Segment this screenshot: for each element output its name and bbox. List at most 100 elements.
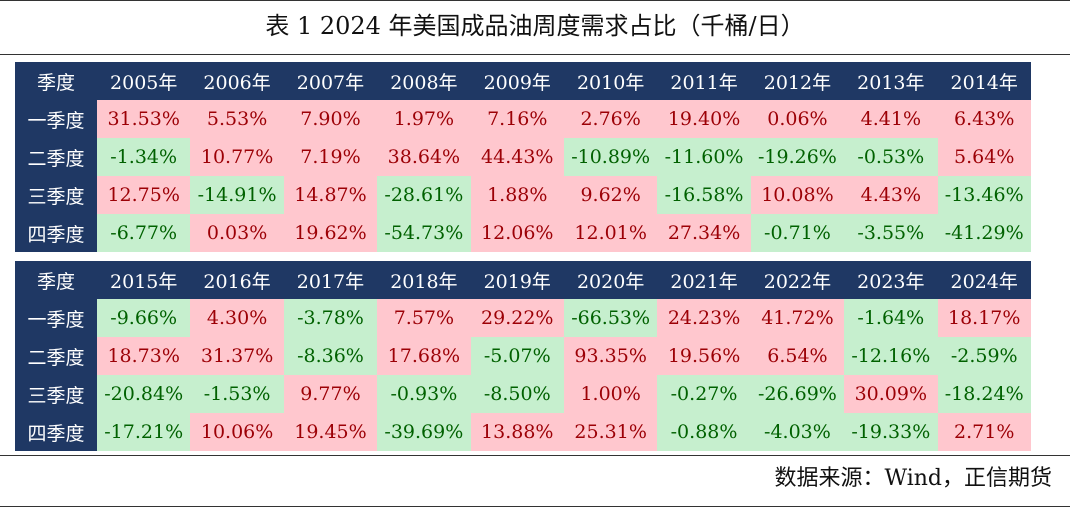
value-cell: 6.43%	[937, 100, 1031, 138]
value-cell: -13.46%	[937, 176, 1031, 214]
value-cell: -3.55%	[844, 214, 938, 252]
quarter-label-cell: 一季度	[15, 100, 97, 138]
footer-rule	[0, 506, 1070, 507]
year-header-cell: 2009年	[470, 62, 564, 100]
value-cell: 29.22%	[470, 299, 564, 337]
value-cell: 2.71%	[937, 413, 1031, 451]
value-cell: -12.16%	[844, 337, 938, 375]
value-cell: 6.54%	[750, 337, 845, 375]
table-2015-2024: 季度 2015年 2016年 2017年 2018年 2019年 2020年 2021年 202…	[15, 261, 1031, 451]
value-cell: -4.03%	[750, 413, 845, 451]
year-header-cell: 2019年	[470, 261, 564, 299]
value-cell: 41.72%	[750, 299, 845, 337]
value-cell: 12.06%	[470, 214, 564, 252]
value-cell: -41.29%	[937, 214, 1031, 252]
quarter-label-cell: 一季度	[15, 299, 97, 337]
value-cell: 10.06%	[190, 413, 284, 451]
value-cell: 7.16%	[470, 100, 564, 138]
value-cell: -10.89%	[563, 138, 658, 176]
table-row: 四季度 -17.21% 10.06% 19.45% -39.69% 13.88% 25.31…	[15, 413, 1031, 451]
title-rule	[0, 54, 1070, 55]
value-cell: 1.97%	[377, 100, 471, 138]
value-cell: -0.88%	[657, 413, 751, 451]
table-row: 二季度 -1.34% 10.77% 7.19% 38.64% 44.43% -10.89% -…	[15, 138, 1031, 176]
value-cell: -6.77%	[97, 214, 191, 252]
value-cell: 0.03%	[190, 214, 284, 252]
value-cell: 19.45%	[283, 413, 378, 451]
value-cell: 19.40%	[657, 100, 751, 138]
quarter-label-cell: 四季度	[15, 214, 97, 252]
value-cell: 4.43%	[844, 176, 938, 214]
value-cell: 5.53%	[190, 100, 284, 138]
value-cell: 9.77%	[283, 375, 378, 413]
value-cell: -0.71%	[750, 214, 845, 252]
year-header-cell: 2007年	[283, 62, 378, 100]
value-cell: 24.23%	[657, 299, 751, 337]
value-cell: -2.59%	[937, 337, 1031, 375]
value-cell: 0.06%	[750, 100, 845, 138]
value-cell: -26.69%	[750, 375, 845, 413]
table-row: 三季度 -20.84% -1.53% 9.77% -0.93% -8.50% 1.00% -0…	[15, 375, 1031, 413]
value-cell: 93.35%	[563, 337, 658, 375]
year-header-cell: 2015年	[97, 261, 191, 299]
value-cell: 7.57%	[377, 299, 471, 337]
value-cell: -14.91%	[190, 176, 284, 214]
value-cell: 2.76%	[563, 100, 658, 138]
value-cell: 5.64%	[937, 138, 1031, 176]
quarter-label-cell: 二季度	[15, 337, 97, 375]
value-cell: 4.41%	[844, 100, 938, 138]
value-cell: -0.27%	[657, 375, 751, 413]
value-cell: -1.53%	[190, 375, 284, 413]
value-cell: 25.31%	[563, 413, 658, 451]
value-cell: 18.73%	[97, 337, 191, 375]
header-row: 季度 2015年 2016年 2017年 2018年 2019年 2020年 2021年 202…	[15, 261, 1031, 299]
year-header-cell: 2020年	[563, 261, 658, 299]
value-cell: -39.69%	[377, 413, 471, 451]
bottom-rule	[0, 455, 1070, 456]
value-cell: -9.66%	[97, 299, 191, 337]
value-cell: 18.17%	[937, 299, 1031, 337]
value-cell: 12.01%	[563, 214, 658, 252]
value-cell: -18.24%	[937, 375, 1031, 413]
value-cell: 1.88%	[470, 176, 564, 214]
year-header-cell: 2024年	[937, 261, 1031, 299]
value-cell: 14.87%	[283, 176, 378, 214]
year-header-cell: 2021年	[657, 261, 751, 299]
value-cell: 4.30%	[190, 299, 284, 337]
year-header-cell: 2016年	[190, 261, 284, 299]
value-cell: 27.34%	[657, 214, 751, 252]
value-cell: 30.09%	[844, 375, 938, 413]
year-header-cell: 2023年	[844, 261, 938, 299]
value-cell: 13.88%	[470, 413, 564, 451]
table-2005-2014: 季度 2005年 2006年 2007年 2008年 2009年 2010年 2011年 201…	[15, 62, 1031, 252]
value-cell: -66.53%	[563, 299, 658, 337]
table-row: 一季度 31.53% 5.53% 7.90% 1.97% 7.16% 2.76% 19.40%…	[15, 100, 1031, 138]
table-row: 三季度 12.75% -14.91% 14.87% -28.61% 1.88% 9.62% -…	[15, 176, 1031, 214]
value-cell: 9.62%	[563, 176, 658, 214]
year-header-cell: 2005年	[97, 62, 191, 100]
value-cell: 10.08%	[750, 176, 845, 214]
value-cell: 10.77%	[190, 138, 284, 176]
quarter-label-cell: 三季度	[15, 176, 97, 214]
top-rule	[0, 0, 1070, 1]
quarter-label-cell: 二季度	[15, 138, 97, 176]
value-cell: -1.34%	[97, 138, 191, 176]
year-header-cell: 2008年	[377, 62, 471, 100]
value-cell: 31.37%	[190, 337, 284, 375]
table-row: 二季度 18.73% 31.37% -8.36% 17.68% -5.07% 93.35% 1…	[15, 337, 1031, 375]
value-cell: -19.33%	[844, 413, 938, 451]
value-cell: -16.58%	[657, 176, 751, 214]
value-cell: -3.78%	[283, 299, 378, 337]
year-header-cell: 2014年	[937, 62, 1031, 100]
value-cell: -20.84%	[97, 375, 191, 413]
year-header-cell: 2012年	[750, 62, 845, 100]
value-cell: 12.75%	[97, 176, 191, 214]
table-row: 一季度 -9.66% 4.30% -3.78% 7.57% 29.22% -66.53% 24…	[15, 299, 1031, 337]
value-cell: 44.43%	[470, 138, 564, 176]
quarter-label-cell: 三季度	[15, 375, 97, 413]
table-row: 四季度 -6.77% 0.03% 19.62% -54.73% 12.06% 12.01% 2…	[15, 214, 1031, 252]
quarter-header-cell: 季度	[15, 62, 97, 100]
value-cell: -8.36%	[283, 337, 378, 375]
value-cell: -11.60%	[657, 138, 751, 176]
value-cell: -0.93%	[377, 375, 471, 413]
